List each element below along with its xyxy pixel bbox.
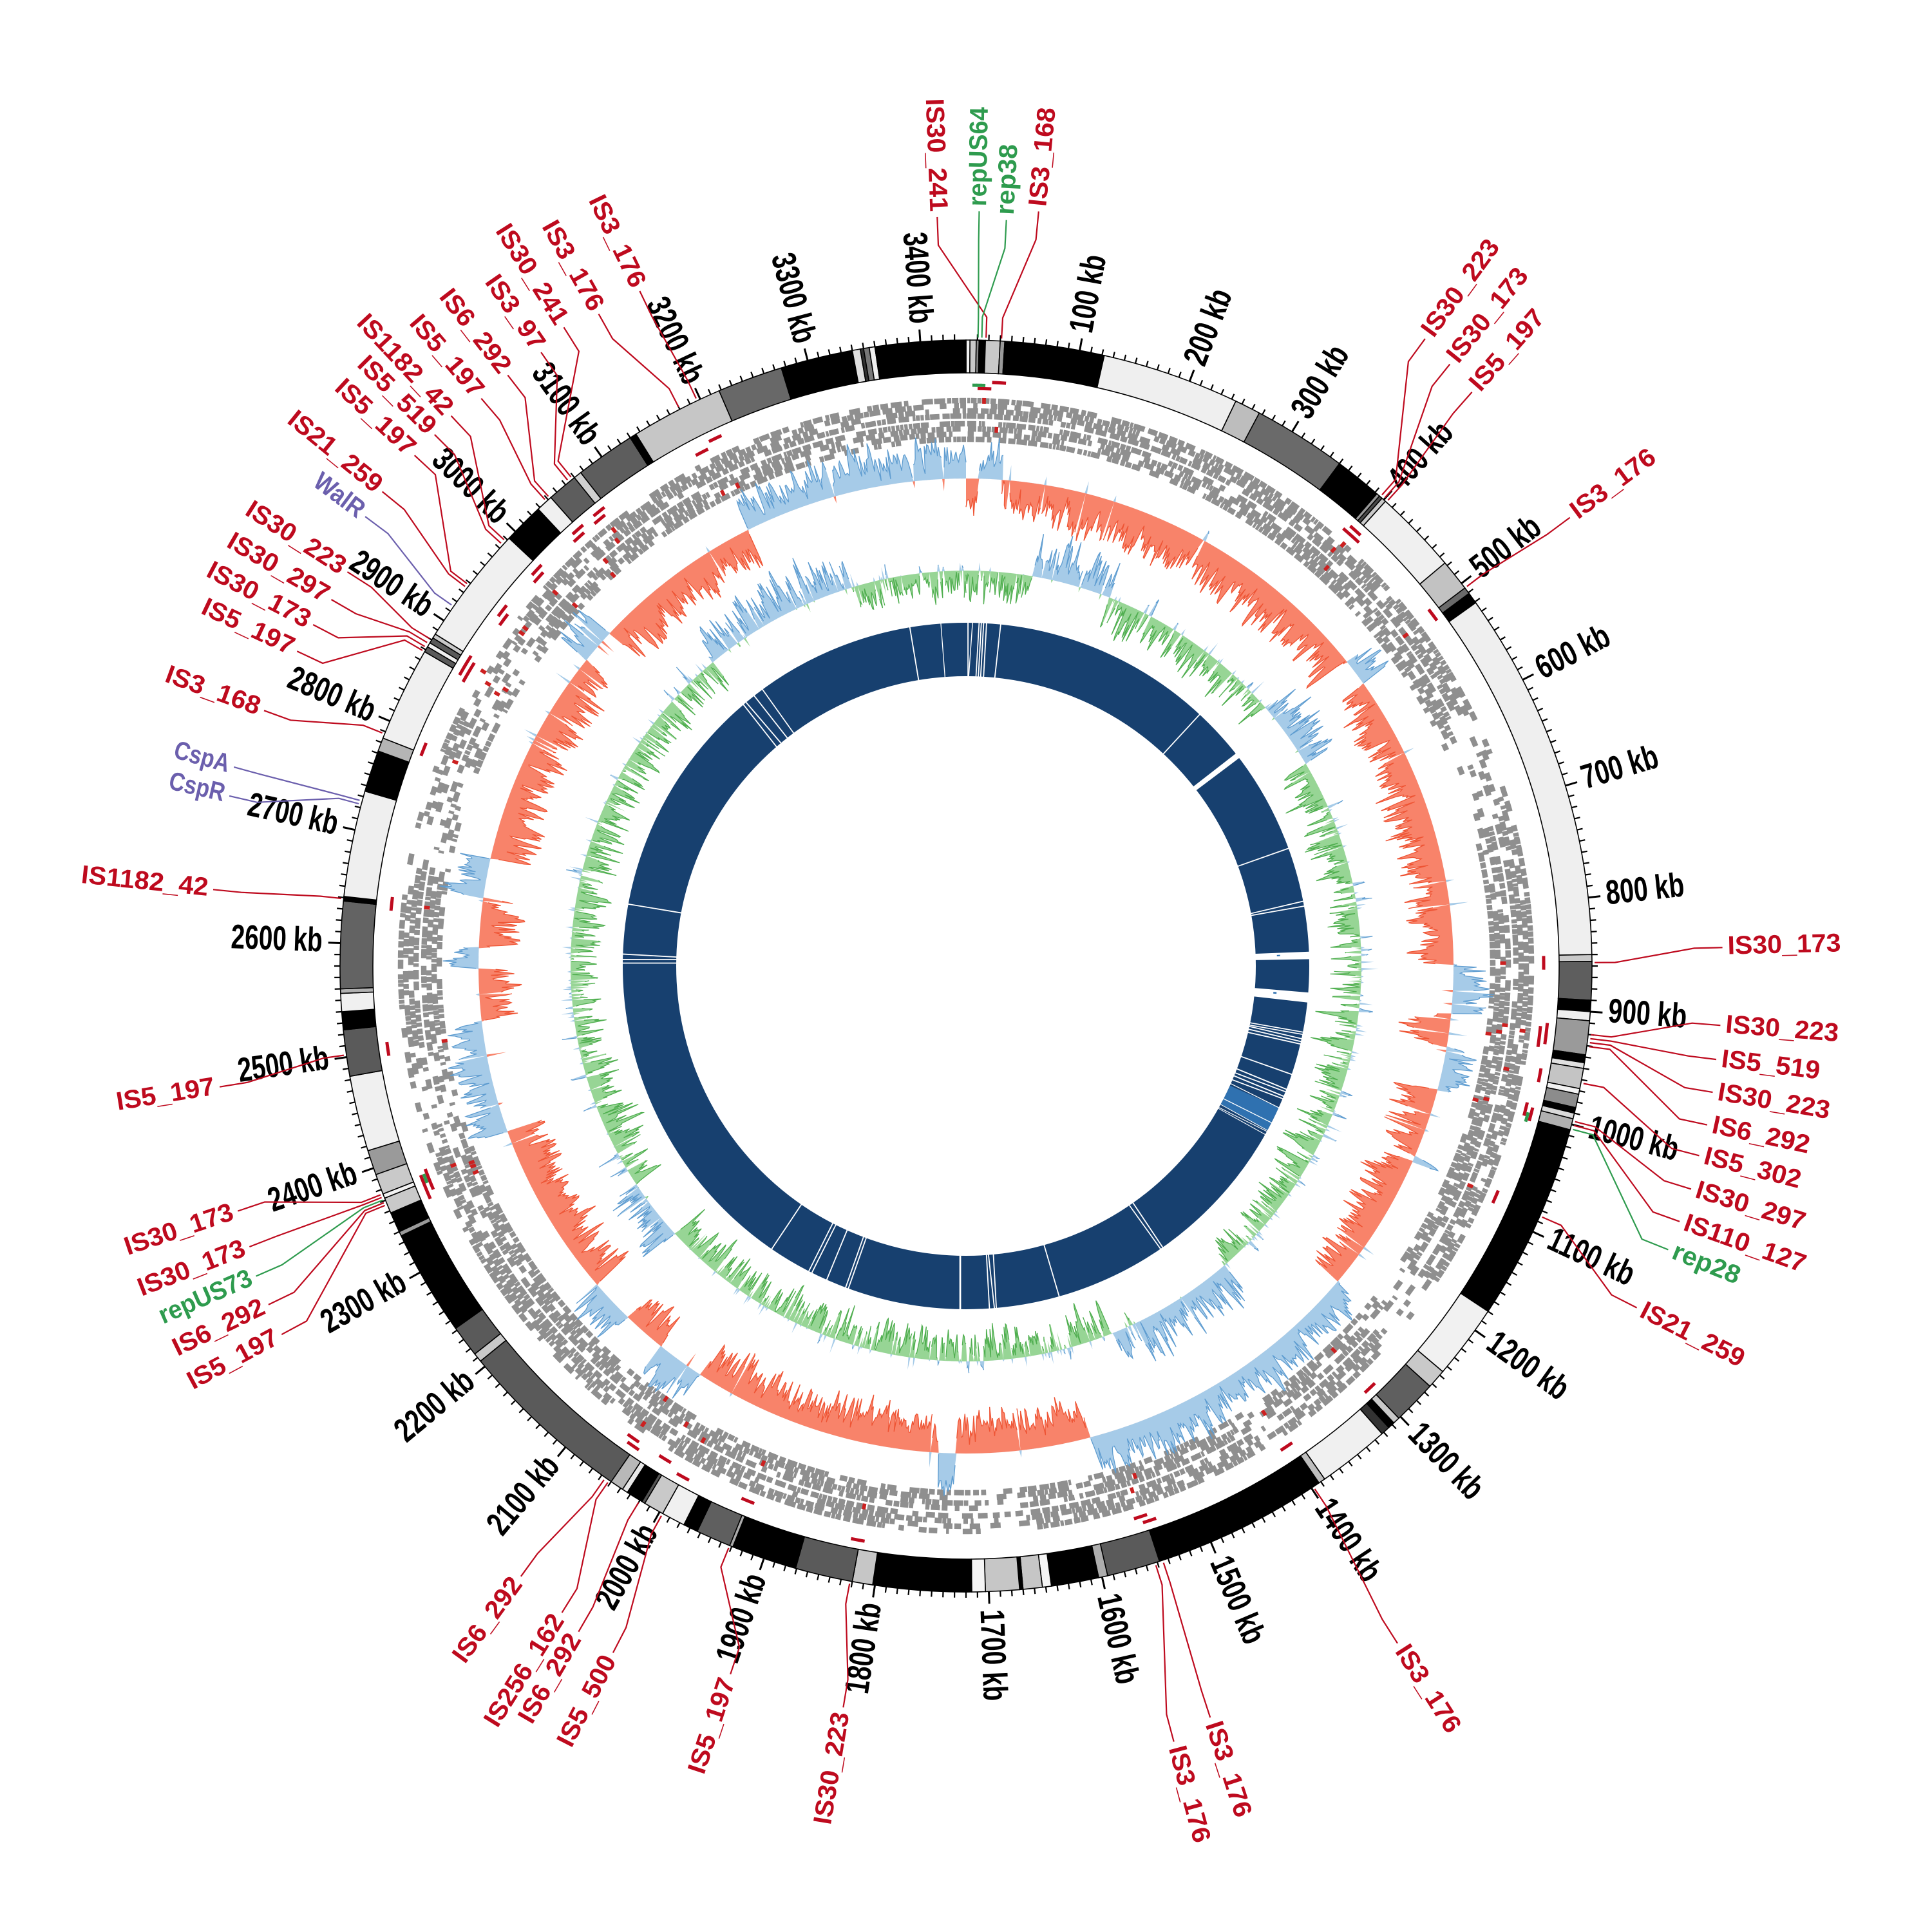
svg-text:900 kb: 900 kb: [1607, 992, 1688, 1036]
svg-text:3400 kb: 3400 kb: [896, 231, 940, 325]
svg-text:rep38: rep38: [991, 144, 1023, 216]
svg-text:800 kb: 800 kb: [1604, 866, 1686, 912]
svg-text:repUS64: repUS64: [963, 106, 994, 206]
svg-text:1700 kb: 1700 kb: [973, 1609, 1014, 1701]
svg-text:IS30_241: IS30_241: [920, 98, 953, 213]
svg-text:IS30_173: IS30_173: [1727, 929, 1841, 960]
svg-text:2600 kb: 2600 kb: [231, 918, 323, 959]
